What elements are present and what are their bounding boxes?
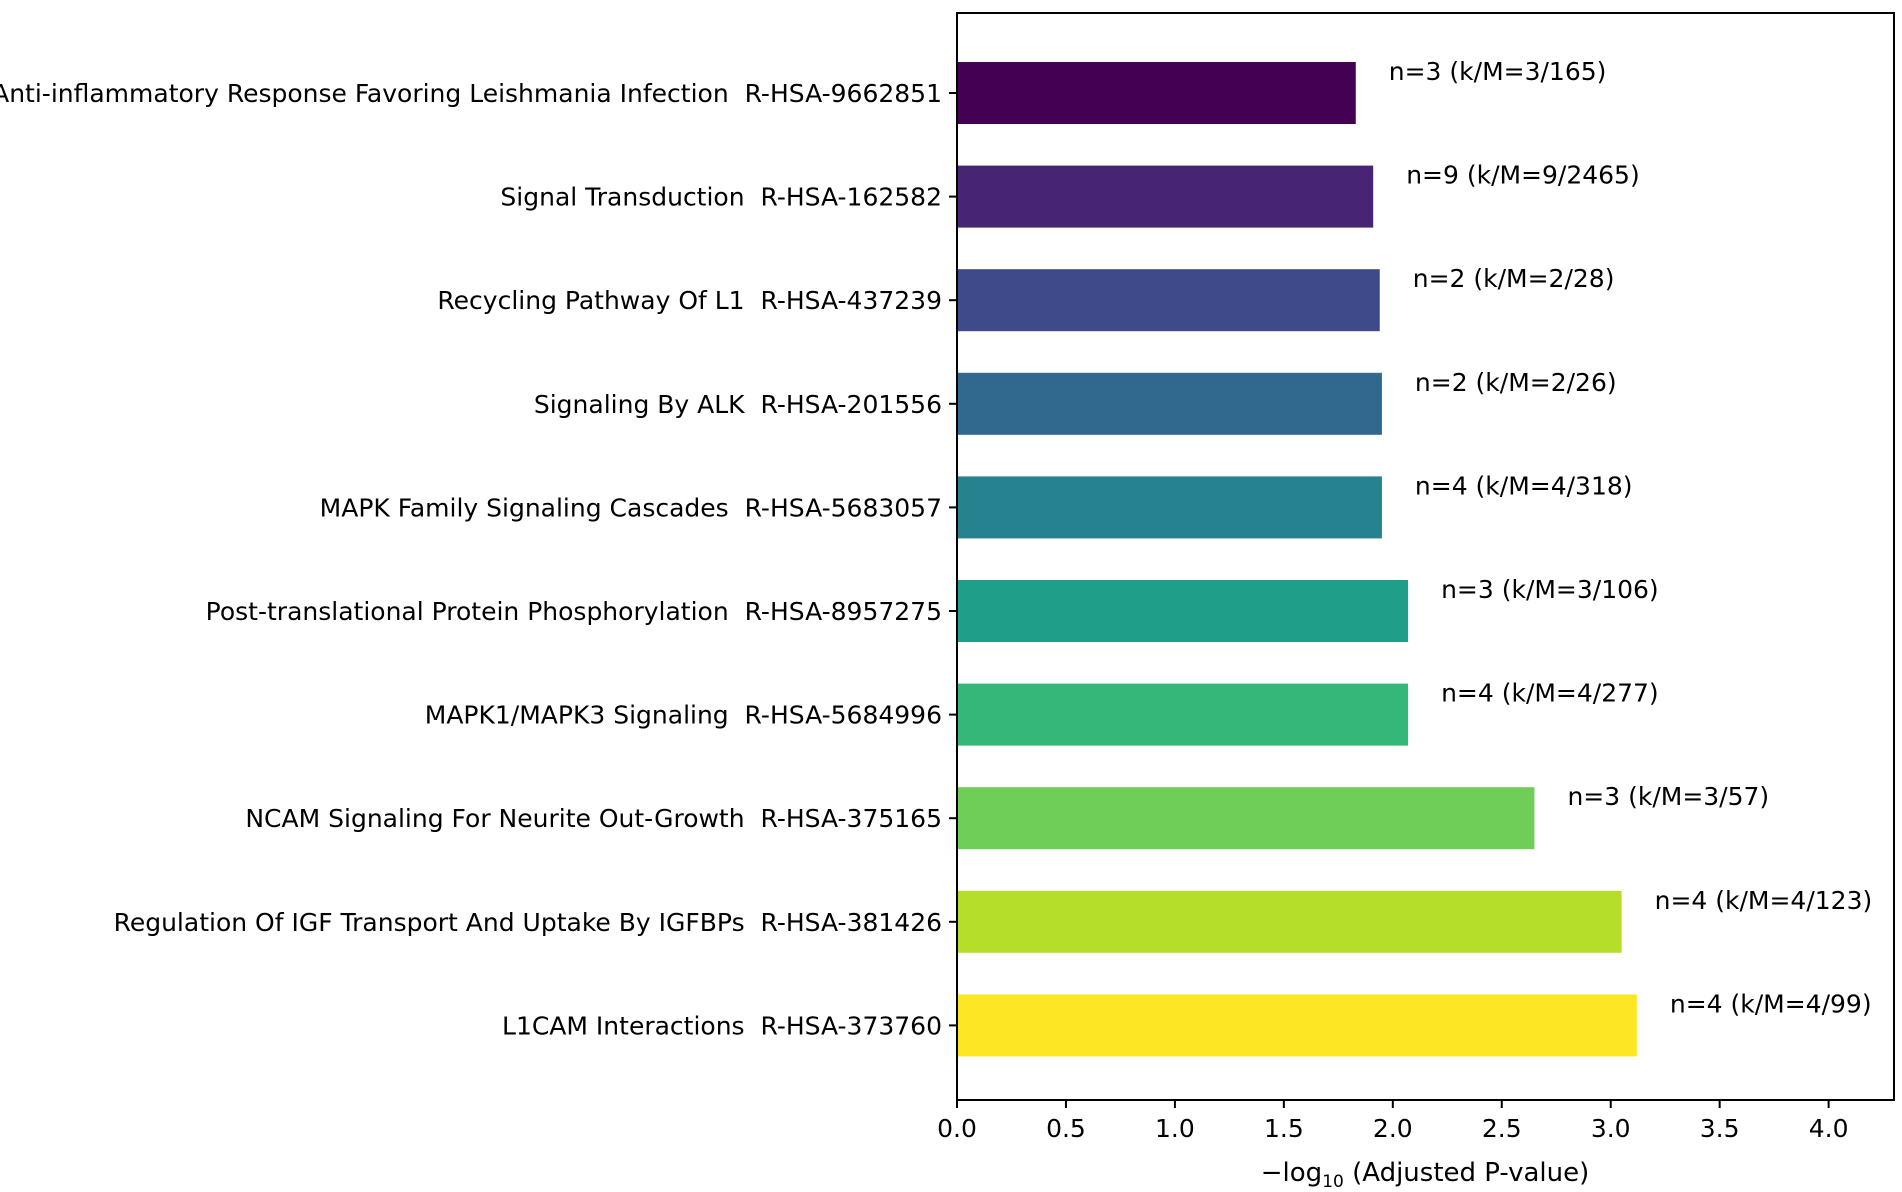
- data-labels-group: n=3 (k/M=3/165) n=9 (k/M=9/2465) n=2 (k/M=…: [1389, 57, 1872, 1018]
- category-label-3: Signaling By ALK R-HSA-201556: [534, 390, 942, 419]
- bar-2: [957, 269, 1380, 332]
- data-label-6: n=4 (k/M=4/277): [1441, 679, 1659, 708]
- bar-7: [957, 787, 1535, 850]
- bar-8: [957, 890, 1622, 953]
- category-label-4: MAPK Family Signaling Cascades R-HSA-568…: [320, 493, 942, 522]
- category-labels-group: Anti-inflammatory Response Favoring Leis…: [0, 79, 957, 1040]
- x-tick-label-5: 2.5: [1482, 1114, 1522, 1143]
- category-label-1: Signal Transduction R-HSA-162582: [500, 183, 942, 212]
- x-tick-label-2: 1.0: [1155, 1114, 1195, 1143]
- category-label-5: Post-translational Protein Phosphorylati…: [206, 597, 942, 626]
- data-label-1: n=9 (k/M=9/2465): [1406, 161, 1640, 190]
- x-tick-label-1: 0.5: [1046, 1114, 1086, 1143]
- category-label-2: Recycling Pathway Of L1 R-HSA-437239: [437, 286, 942, 315]
- bar-0: [957, 62, 1356, 124]
- x-axis-label: −log10 (Adjusted P-value): [1261, 1158, 1589, 1192]
- data-label-7: n=3 (k/M=3/57): [1567, 782, 1769, 811]
- category-label-9: L1CAM Interactions R-HSA-373760: [502, 1011, 942, 1040]
- bar-9: [957, 994, 1637, 1057]
- bar-6: [957, 683, 1409, 746]
- bar-3: [957, 372, 1382, 435]
- plot-frame: [956, 12, 1895, 1101]
- data-label-5: n=3 (k/M=3/106): [1441, 575, 1659, 604]
- x-tick-label-3: 1.5: [1264, 1114, 1304, 1143]
- x-axis-ticks-group: 0.0 0.5 1.0 1.5 2.0 2.5 3.0 3.5 4.0: [937, 1100, 1849, 1143]
- data-label-0: n=3 (k/M=3/165): [1389, 57, 1607, 86]
- x-tick-label-8: 4.0: [1809, 1114, 1849, 1143]
- x-tick-label-0: 0.0: [937, 1114, 977, 1143]
- data-label-3: n=2 (k/M=2/26): [1415, 368, 1617, 397]
- x-tick-label-6: 3.0: [1591, 1114, 1631, 1143]
- category-label-8: Regulation Of IGF Transport And Uptake B…: [114, 908, 942, 937]
- data-label-4: n=4 (k/M=4/318): [1415, 471, 1633, 500]
- x-tick-label-4: 2.0: [1373, 1114, 1413, 1143]
- x-axis-label-prefix: −log: [1261, 1158, 1322, 1188]
- data-label-2: n=2 (k/M=2/28): [1413, 264, 1615, 293]
- x-axis-label-subscript: 10: [1322, 1172, 1344, 1192]
- category-label-6: MAPK1/MAPK3 Signaling R-HSA-5684996: [425, 701, 942, 730]
- data-label-8: n=4 (k/M=4/123): [1655, 886, 1873, 915]
- x-tick-label-7: 3.5: [1700, 1114, 1740, 1143]
- bar-1: [957, 165, 1374, 228]
- data-label-9: n=4 (k/M=4/99): [1670, 989, 1872, 1018]
- x-axis-label-suffix: (Adjusted P-value): [1344, 1158, 1589, 1188]
- category-label-0: Anti-inflammatory Response Favoring Leis…: [0, 79, 942, 108]
- bar-4: [957, 476, 1382, 539]
- category-label-7: NCAM Signaling For Neurite Out-Growth R-…: [245, 804, 942, 833]
- bars-group: [957, 62, 1637, 1057]
- bar-5: [957, 580, 1409, 642]
